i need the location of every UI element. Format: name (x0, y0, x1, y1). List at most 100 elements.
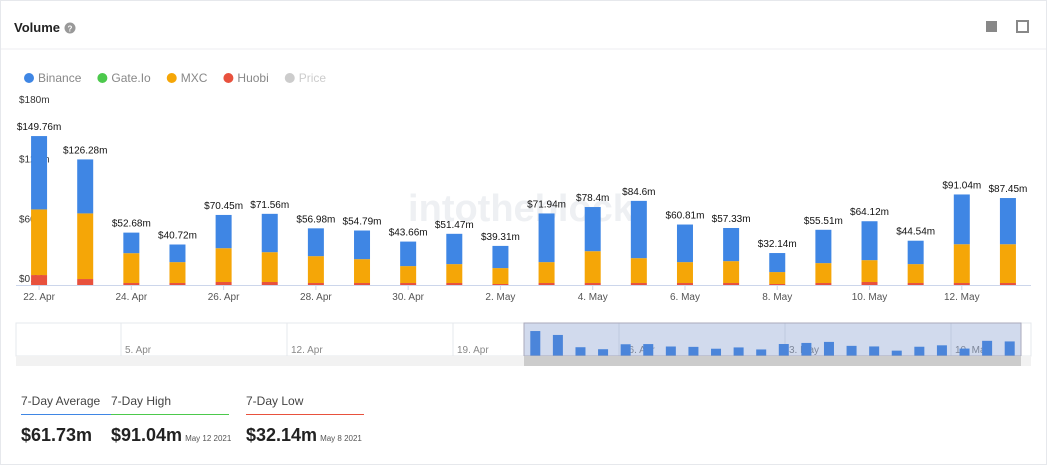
bar-segment (815, 229, 832, 264)
bar-segment (769, 253, 786, 273)
bar-segment (307, 256, 324, 284)
bar-segment (400, 241, 417, 267)
bar-segment (538, 213, 555, 263)
download-icon[interactable] (986, 21, 997, 32)
navigator-bar (620, 344, 631, 356)
navigator-bar (846, 345, 857, 356)
stat-date: May 12 2021 (185, 434, 232, 443)
total-label: $57.33m (712, 214, 751, 225)
bar-segment (769, 284, 786, 285)
bar-segment (77, 279, 94, 285)
bar-segment (446, 264, 463, 284)
x-tick-label: 4. May (578, 292, 608, 303)
navigator-bar (598, 349, 609, 356)
bar-segment (77, 159, 94, 214)
bar-segment (307, 228, 324, 257)
x-tick-label: 12. May (944, 292, 980, 303)
total-label: $39.31m (481, 232, 520, 243)
total-label: $71.94m (527, 199, 566, 210)
navigator-bar (891, 350, 902, 356)
total-label: $71.56m (250, 200, 289, 211)
total-label: $44.54m (896, 227, 935, 238)
bar-segment (169, 283, 186, 285)
bar-segment (307, 283, 324, 285)
bar-segment (215, 248, 232, 283)
navigator-bar (552, 334, 563, 356)
legend-label[interactable]: Huobi (237, 71, 268, 85)
bar-segment (999, 244, 1016, 284)
navigator-bar (869, 346, 880, 356)
bar-segment (630, 283, 647, 285)
bar-segment (999, 283, 1016, 285)
bar-segment (354, 230, 371, 260)
bar-segment (123, 232, 140, 254)
navigator-bar (733, 347, 744, 356)
navigator-bar (665, 346, 676, 356)
bar-segment (953, 194, 970, 245)
y-tick-label: $180m (19, 95, 50, 106)
bar-segment (584, 251, 601, 284)
navigator-bar (756, 349, 767, 356)
total-label: $40.72m (158, 231, 197, 242)
bar-segment (446, 233, 463, 265)
navigator-bar (711, 348, 722, 356)
legend-marker (166, 73, 177, 83)
total-label: $149.76m (17, 122, 61, 133)
legend-label[interactable]: Binance (38, 71, 82, 85)
bar-segment (584, 283, 601, 285)
total-label: $84.6m (622, 187, 655, 198)
stat-value: $91.04m (111, 425, 182, 445)
x-tick-label: 30. Apr (392, 292, 424, 303)
bar-segment (953, 244, 970, 284)
scrollbar-thumb[interactable] (524, 356, 1021, 366)
navigator-bar (530, 331, 541, 356)
navigator-label: 10. May (955, 345, 991, 356)
bar-segment (723, 227, 740, 262)
bar-segment (77, 213, 94, 280)
bar-segment (123, 283, 140, 285)
help-icon[interactable] (64, 22, 76, 34)
total-label: $32.14m (758, 239, 797, 250)
help-icon-glyph: ? (68, 25, 73, 34)
bar-segment (676, 262, 693, 284)
bar-segment (215, 214, 232, 249)
bar-segment (169, 262, 186, 284)
navigator-label: 5. Apr (125, 345, 152, 356)
bar-segment (861, 282, 878, 285)
legend-marker (97, 73, 108, 83)
legend-label[interactable]: MXC (181, 71, 208, 85)
navigator-bar (575, 347, 586, 356)
bar-segment (261, 282, 278, 285)
x-tick-label: 28. Apr (300, 292, 332, 303)
bar-segment (354, 259, 371, 284)
stat-label: 7-Day Average (21, 394, 100, 408)
bar-segment (400, 283, 417, 285)
x-tick-label: 22. Apr (23, 292, 55, 303)
navigator-selection[interactable] (523, 322, 1022, 357)
bar-segment (31, 136, 48, 210)
bar-segment (538, 262, 555, 284)
navigator-bar (778, 344, 789, 356)
total-label: $126.28m (63, 145, 107, 156)
bar-segment (261, 213, 278, 253)
bar-segment (769, 272, 786, 285)
bar-segment (861, 260, 878, 283)
bar-segment (630, 258, 647, 284)
legend-label[interactable]: Gate.Io (111, 71, 151, 85)
total-label: $87.45m (988, 184, 1027, 195)
navigator-bar (936, 345, 947, 356)
total-label: $52.68m (112, 219, 151, 230)
expand-icon[interactable] (1016, 20, 1029, 33)
bar-segment (584, 207, 601, 252)
bar-segment (723, 283, 740, 285)
total-label: $64.12m (850, 207, 889, 218)
navigator-label: 12. Apr (291, 345, 323, 356)
total-label: $56.98m (296, 214, 335, 225)
bar-segment (907, 264, 924, 284)
bar-segment (907, 283, 924, 285)
bar-segment (907, 240, 924, 265)
bar-segment (630, 200, 647, 259)
stat-value: $32.14m (246, 425, 317, 445)
legend-label[interactable]: Price (299, 71, 327, 85)
